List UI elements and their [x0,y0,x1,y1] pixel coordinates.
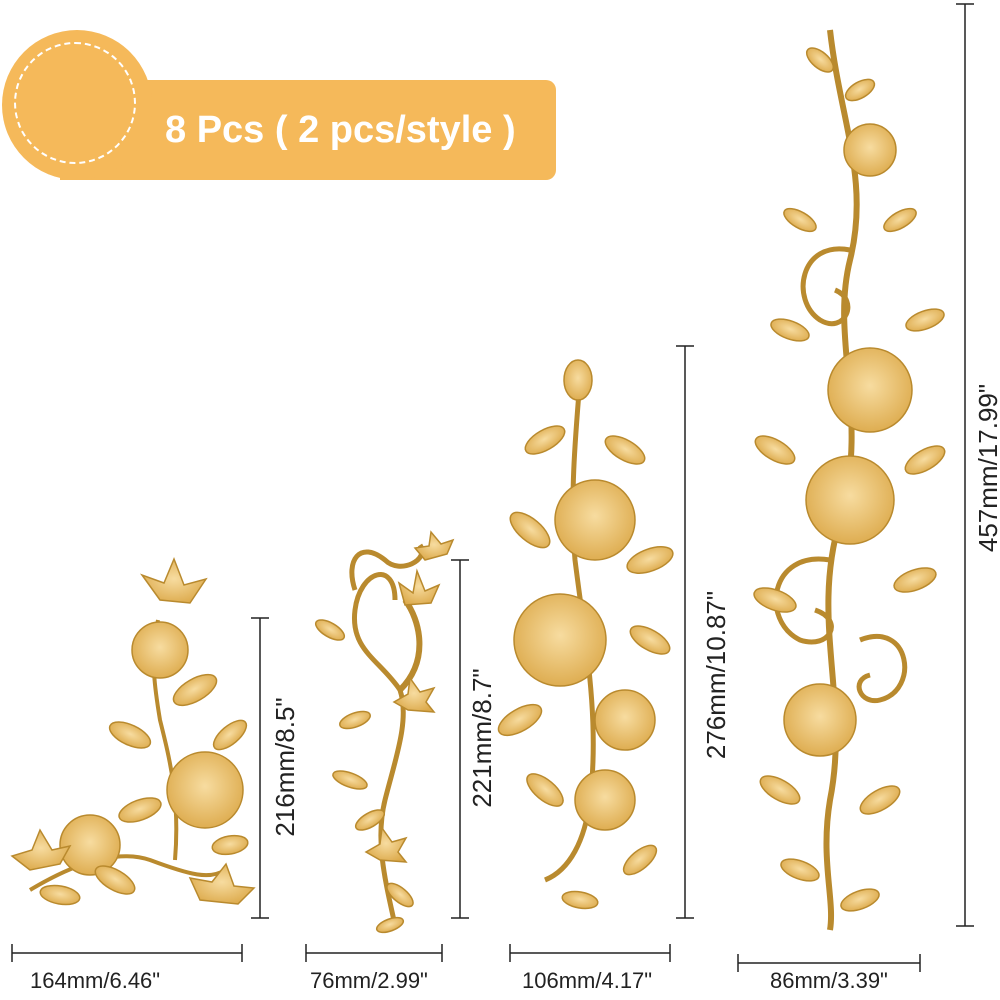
height-label-1: 216mm/8.5" [270,697,300,837]
applique-1 [10,556,256,906]
applique-2 [314,530,455,934]
width-label-4: 86mm/3.39" [770,968,888,993]
applique-4 [753,29,946,931]
badge-text: 8 Pcs ( 2 pcs/style ) [165,109,516,151]
dimension-lines [11,3,974,972]
badge-dashed-ring [14,42,136,164]
width-label-1: 164mm/6.46" [30,968,161,993]
height-label-2: 221mm/8.7" [467,668,497,808]
height-label-3: 276mm/10.87" [701,590,731,760]
applique-3 [497,359,674,910]
width-label-2: 76mm/2.99" [310,968,428,993]
height-label-4: 457mm/17.99" [973,383,1000,553]
width-label-3: 106mm/4.17" [522,968,653,993]
